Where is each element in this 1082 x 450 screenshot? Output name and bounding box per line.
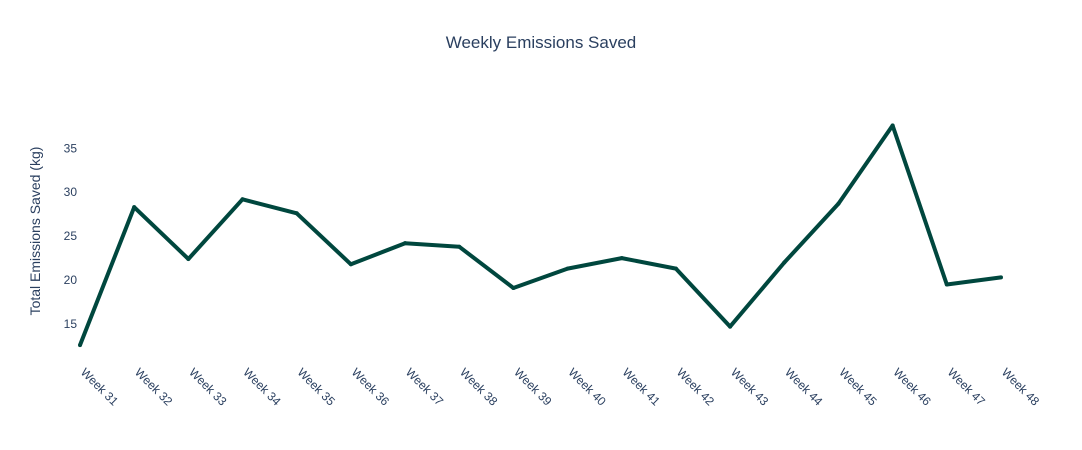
data-point: [728, 324, 733, 329]
data-point: [457, 244, 462, 249]
x-tick-label: Week 47: [945, 365, 988, 408]
data-point: [132, 205, 137, 210]
x-tick-label: Week 33: [186, 365, 229, 408]
data-point: [240, 197, 245, 202]
data-point: [890, 123, 895, 128]
y-axis-title: Total Emissions Saved (kg): [27, 147, 43, 316]
x-tick-label: Week 40: [565, 365, 608, 408]
x-tick-label: Week 35: [295, 365, 338, 408]
y-tick-label: 35: [64, 141, 78, 155]
x-tick-label: Week 45: [836, 365, 879, 408]
x-tick-label: Week 42: [674, 365, 717, 408]
data-point: [999, 275, 1003, 280]
series-layer: [78, 123, 1003, 348]
data-point: [565, 266, 570, 271]
x-tick-label: Week 38: [457, 365, 500, 408]
y-tick-label: 25: [64, 229, 78, 243]
y-tick-label: 30: [64, 185, 78, 199]
x-tick-label: Week 31: [78, 365, 121, 408]
data-point: [78, 343, 82, 348]
x-tick-label: Week 43: [728, 365, 771, 408]
data-point: [782, 260, 787, 265]
data-point: [673, 266, 678, 271]
x-tick-label: Week 32: [132, 365, 175, 408]
chart-title: Weekly Emissions Saved: [445, 33, 637, 52]
x-tick-label: Week 48: [999, 365, 1042, 408]
data-point: [511, 285, 516, 290]
y-tick-label: 20: [64, 273, 78, 287]
x-tick-label: Week 39: [511, 365, 554, 408]
x-axis: Week 31 Week 32 Week 33 Week 34 Week 35 Week …: [78, 365, 1042, 408]
series-line: [78, 123, 1002, 346]
x-tick-label: Week 36: [349, 365, 392, 408]
y-tick-label: 15: [64, 317, 78, 331]
x-tick-label: Week 41: [620, 365, 663, 408]
x-tick-label: Week 46: [891, 365, 934, 408]
data-point: [348, 262, 353, 267]
y-axis: 15 20 25 30 35: [64, 141, 78, 331]
data-point: [619, 256, 624, 261]
x-tick-label: Week 37: [403, 365, 446, 408]
x-tick-label: Week 34: [240, 365, 283, 408]
data-point: [186, 256, 191, 261]
x-tick-label: Week 44: [782, 365, 825, 408]
data-point: [403, 241, 408, 246]
data-point: [944, 282, 949, 287]
data-point: [836, 201, 841, 206]
data-point: [294, 211, 299, 216]
